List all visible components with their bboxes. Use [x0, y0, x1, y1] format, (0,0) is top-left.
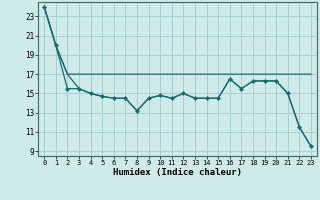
X-axis label: Humidex (Indice chaleur): Humidex (Indice chaleur): [113, 168, 242, 177]
